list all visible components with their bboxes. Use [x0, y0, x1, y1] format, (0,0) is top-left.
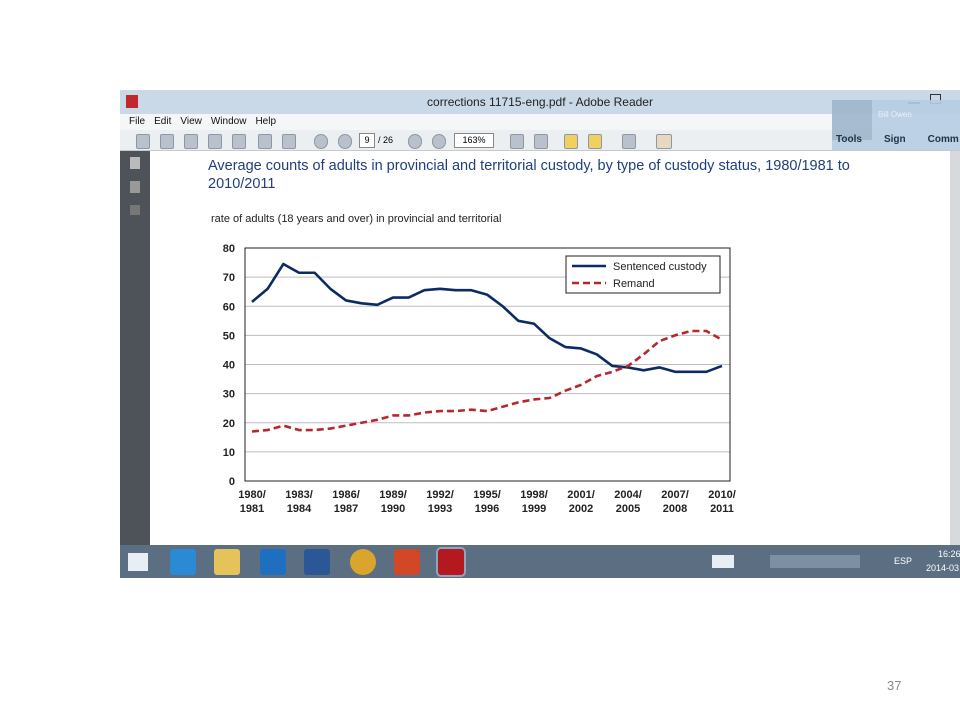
mail-icon[interactable]	[282, 134, 296, 149]
x-tick-label: 1980/1981	[238, 489, 266, 515]
series-line	[251, 329, 723, 433]
scrollbar[interactable]	[950, 151, 960, 545]
series-line	[251, 262, 723, 374]
notification[interactable]: Bill Owen	[832, 100, 960, 150]
menu-item[interactable]: View	[180, 116, 202, 127]
y-tick-label: 0	[229, 476, 235, 488]
next-page[interactable]	[338, 134, 352, 149]
tool-icon[interactable]	[232, 134, 246, 149]
tray-icons[interactable]	[770, 555, 860, 568]
tool-icon[interactable]	[136, 134, 150, 149]
chart-title: rate of adults (18 years and over) in pr…	[211, 213, 501, 225]
menu-item[interactable]: Edit	[154, 116, 172, 127]
slide-number: 37	[887, 678, 902, 693]
y-tick-label: 30	[223, 389, 235, 401]
start-button[interactable]	[128, 553, 148, 571]
plot-frame	[244, 247, 731, 482]
y-tick-label: 80	[223, 243, 235, 255]
sign-icon[interactable]	[130, 205, 140, 215]
outlook-icon[interactable]	[260, 549, 286, 575]
explorer-icon[interactable]	[214, 549, 240, 575]
tool-icon[interactable]	[208, 134, 222, 149]
tool-icon[interactable]	[510, 134, 524, 149]
y-tick-label: 20	[223, 418, 235, 430]
legend-label: Sentenced custody	[613, 261, 707, 273]
x-tick-label: 1986/1987	[332, 489, 360, 515]
nav-sidebar	[120, 151, 150, 545]
avatar	[832, 100, 872, 140]
menu-bar: File Edit View Window Help	[120, 114, 960, 130]
notification-sender: Bill Owen	[878, 110, 912, 119]
x-tick-label: 2004/2005	[614, 489, 642, 515]
toolbar-button[interactable]: Sign	[883, 134, 906, 145]
y-tick-label: 70	[223, 272, 235, 284]
reader-window: corrections 11715-eng.pdf - Adobe Reader…	[120, 90, 960, 578]
hand-tool[interactable]	[656, 134, 672, 149]
highlight-icon[interactable]	[588, 134, 602, 149]
y-tick-label: 60	[223, 301, 235, 313]
prev-page[interactable]	[314, 134, 328, 149]
print-icon[interactable]	[258, 134, 272, 149]
tool-icon[interactable]	[534, 134, 548, 149]
document-page: Average counts of adults in provincial a…	[150, 151, 950, 545]
app-icon	[126, 95, 138, 108]
toolbar-button[interactable]: Tools	[836, 134, 862, 145]
word-icon[interactable]	[304, 549, 330, 575]
x-tick-label: 2001/2002	[567, 489, 595, 515]
x-tick-label: 1992/1993	[426, 489, 454, 515]
page-total: / 26	[378, 135, 394, 145]
x-tick-label: 1983/1984	[285, 489, 313, 515]
keyboard-icon[interactable]	[712, 555, 734, 568]
tool-icon[interactable]	[184, 134, 198, 149]
document-heading: Average counts of adults in provincial a…	[208, 158, 850, 192]
x-tick-label: 1989/1990	[379, 489, 407, 515]
chart: rate of adults (18 years and over) in pr…	[211, 213, 731, 488]
y-tick-label: 50	[223, 330, 235, 342]
x-tick-label: 2010/2011	[708, 489, 736, 515]
clock-date[interactable]: 2014-03	[926, 563, 960, 573]
pages-icon[interactable]	[130, 157, 140, 169]
tool-icon[interactable]	[622, 134, 636, 149]
reader-icon[interactable]	[436, 547, 466, 577]
menu-item[interactable]: File	[129, 116, 146, 127]
ie-icon[interactable]	[170, 549, 196, 575]
taskbar: ESP 16:26 2014-03	[120, 545, 960, 578]
zoom-input[interactable]: 163%	[454, 133, 494, 148]
toolbar-button[interactable]: Comm	[927, 134, 959, 145]
comment-icon[interactable]	[564, 134, 578, 149]
legend-box	[565, 255, 721, 294]
toolbar: 9 / 26 163%	[120, 130, 960, 151]
powerpoint-icon[interactable]	[394, 549, 420, 575]
page-input[interactable]: 9	[359, 133, 375, 148]
x-tick-label: 2007/2008	[661, 489, 689, 515]
right-buttons: Tools Sign Comm	[836, 134, 960, 145]
y-tick-label: 40	[223, 360, 235, 372]
title-bar: corrections 11715-eng.pdf - Adobe Reader	[120, 90, 960, 114]
tool-icon[interactable]	[160, 134, 174, 149]
bookmarks-icon[interactable]	[130, 181, 140, 193]
y-tick-label: 10	[223, 447, 235, 459]
menu-item[interactable]: Help	[255, 116, 277, 127]
zoom-out[interactable]	[408, 134, 422, 149]
language[interactable]: ESP	[894, 556, 913, 566]
x-tick-label: 1998/1999	[520, 489, 548, 515]
chrome-icon[interactable]	[350, 549, 376, 575]
menu-item[interactable]: Window	[210, 116, 247, 127]
zoom-in[interactable]	[432, 134, 446, 149]
window-title: corrections 11715-eng.pdf - Adobe Reader	[427, 95, 653, 109]
legend-label: Remand	[613, 278, 655, 290]
x-tick-label: 1995/1996	[473, 489, 501, 515]
clock-time[interactable]: 16:26	[938, 549, 960, 559]
